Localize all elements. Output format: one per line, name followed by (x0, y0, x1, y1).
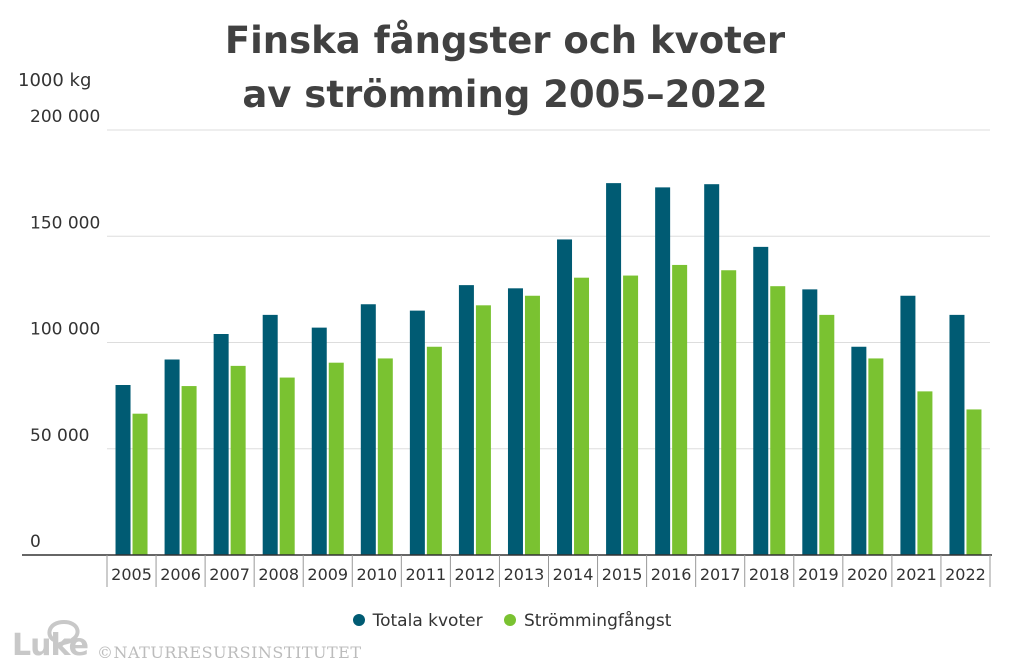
y-axis-label: 1000 kg (18, 70, 92, 91)
x-tick-label: 2011 (406, 565, 447, 584)
bar-quota-2005 (115, 385, 131, 555)
bar-catch-2013 (524, 295, 540, 555)
x-tick-label: 2010 (356, 565, 397, 584)
bar-catch-2012 (475, 305, 491, 555)
bar-quota-2022 (949, 314, 965, 555)
y-tick-label: 100 000 (30, 320, 100, 340)
bar-catch-2015 (623, 275, 639, 555)
bar-quota-2011 (409, 310, 425, 555)
bar-quota-2021 (900, 295, 916, 555)
bar-quota-2020 (851, 346, 867, 555)
x-tick-label: 2009 (307, 565, 348, 584)
bar-quota-2012 (458, 285, 474, 555)
bar-quota-2006 (164, 359, 180, 555)
luke-logo-icon (47, 619, 80, 649)
copyright-text: ©NATURRESURSINSTITUTET (97, 643, 362, 662)
y-tick-label: 0 (30, 532, 41, 552)
legend-label-quota: Totala kvoter (372, 611, 483, 631)
x-tick-label: 2012 (455, 565, 496, 584)
bar-quota-2010 (360, 304, 376, 555)
legend-label-catch: Strömmingfångst (523, 611, 672, 631)
y-tick-label: 50 000 (30, 426, 89, 446)
x-tick-label: 2021 (896, 565, 937, 584)
x-tick-label: 2017 (700, 565, 741, 584)
bar-catch-2010 (377, 358, 393, 555)
x-tick-label: 2019 (798, 565, 839, 584)
bar-quota-2016 (655, 187, 671, 555)
x-tick-label: 2005 (111, 565, 152, 584)
y-tick-label: 150 000 (30, 213, 100, 233)
x-tick-label: 2007 (209, 565, 250, 584)
chart-title: Finska fångster och kvoter av strömming … (0, 14, 1010, 122)
legend-item-quota: Totala kvoter (352, 611, 483, 631)
legend-swatch-catch (503, 614, 516, 626)
bars (115, 183, 982, 555)
legend-item-catch: Strömmingfångst (503, 611, 672, 631)
x-tick-label: 2018 (749, 565, 790, 584)
bar-catch-2020 (868, 358, 884, 555)
bar-quota-2008 (262, 314, 278, 555)
bar-catch-2019 (819, 314, 835, 555)
bar-catch-2007 (230, 365, 246, 555)
bar-catch-2022 (966, 409, 982, 555)
bar-quota-2009 (311, 327, 327, 555)
legend-swatch-quota (352, 614, 365, 626)
bar-quota-2017 (704, 184, 720, 555)
legend: Totala kvoter Strömmingfångst (0, 611, 1024, 631)
bar-catch-2021 (917, 391, 933, 555)
x-tick-label: 2008 (258, 565, 299, 584)
bar-catch-2008 (279, 377, 295, 555)
x-tick-label: 2014 (553, 565, 594, 584)
bar-catch-2018 (770, 286, 786, 555)
x-tick-label: 2013 (504, 565, 545, 584)
chart-title-line-2: av strömming 2005–2022 (242, 73, 768, 116)
bar-quota-2007 (213, 334, 229, 555)
gridlines (107, 129, 990, 450)
bar-catch-2011 (426, 346, 442, 555)
y-axis-ticks: 0 50 000 100 000 150 000 200 000 (30, 107, 100, 552)
x-tick-label: 2022 (945, 565, 986, 584)
bar-catch-2009 (328, 362, 344, 555)
bar-quota-2013 (507, 288, 523, 555)
bar-catch-2017 (721, 270, 737, 555)
x-tick-label: 2020 (847, 565, 888, 584)
bar-quota-2019 (802, 289, 818, 555)
bar-catch-2006 (181, 386, 197, 555)
bar-catch-2005 (132, 413, 148, 555)
bar-catch-2016 (672, 264, 688, 555)
y-tick-label: 200 000 (30, 107, 100, 127)
x-tick-label: 2015 (602, 565, 643, 584)
luke-logo-text: Luke (12, 628, 89, 663)
x-tick-label: 2016 (651, 565, 692, 584)
bar-quota-2018 (753, 246, 769, 555)
bar-quota-2014 (557, 239, 573, 555)
x-tick-label: 2006 (160, 565, 201, 584)
x-axis: 2005 2006 2007 2008 2009 2010 2011 2012 2013 2014… (22, 554, 992, 587)
bar-quota-2015 (606, 183, 622, 555)
bar-catch-2014 (574, 277, 590, 555)
chart-title-line-1: Finska fångster och kvoter (224, 19, 786, 62)
